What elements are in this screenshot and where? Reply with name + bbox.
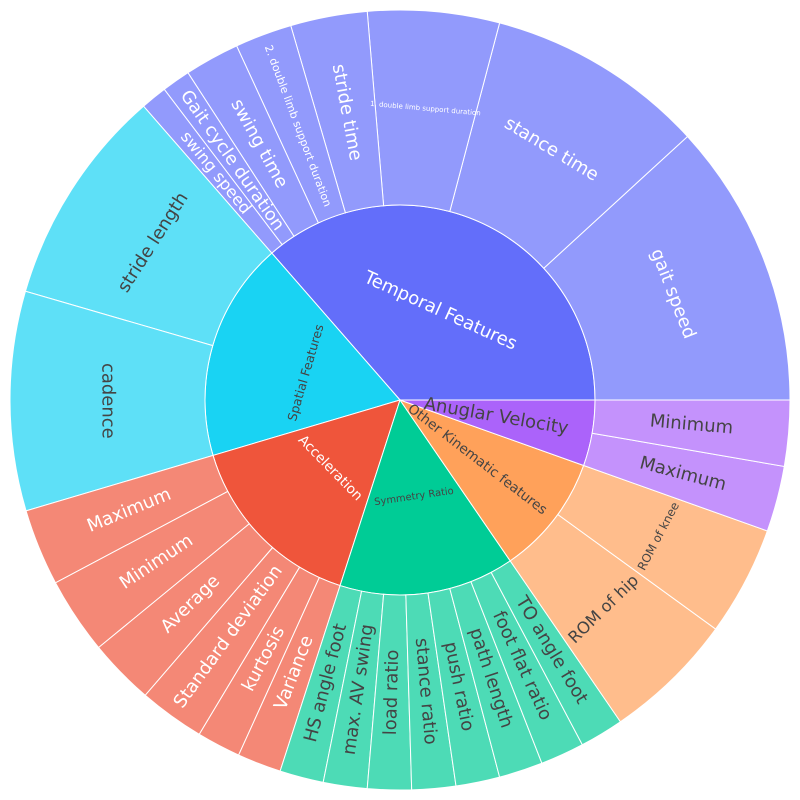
leaf-temporal-features-gait-speed[interactable] <box>543 135 791 401</box>
leaf-label-symmetry-ratio-load-ratio: load ratio <box>380 649 403 735</box>
leaf-label-spatial-features-cadence: cadence <box>97 363 118 439</box>
leaf-anuglar-velocity-minimum[interactable] <box>591 399 791 468</box>
